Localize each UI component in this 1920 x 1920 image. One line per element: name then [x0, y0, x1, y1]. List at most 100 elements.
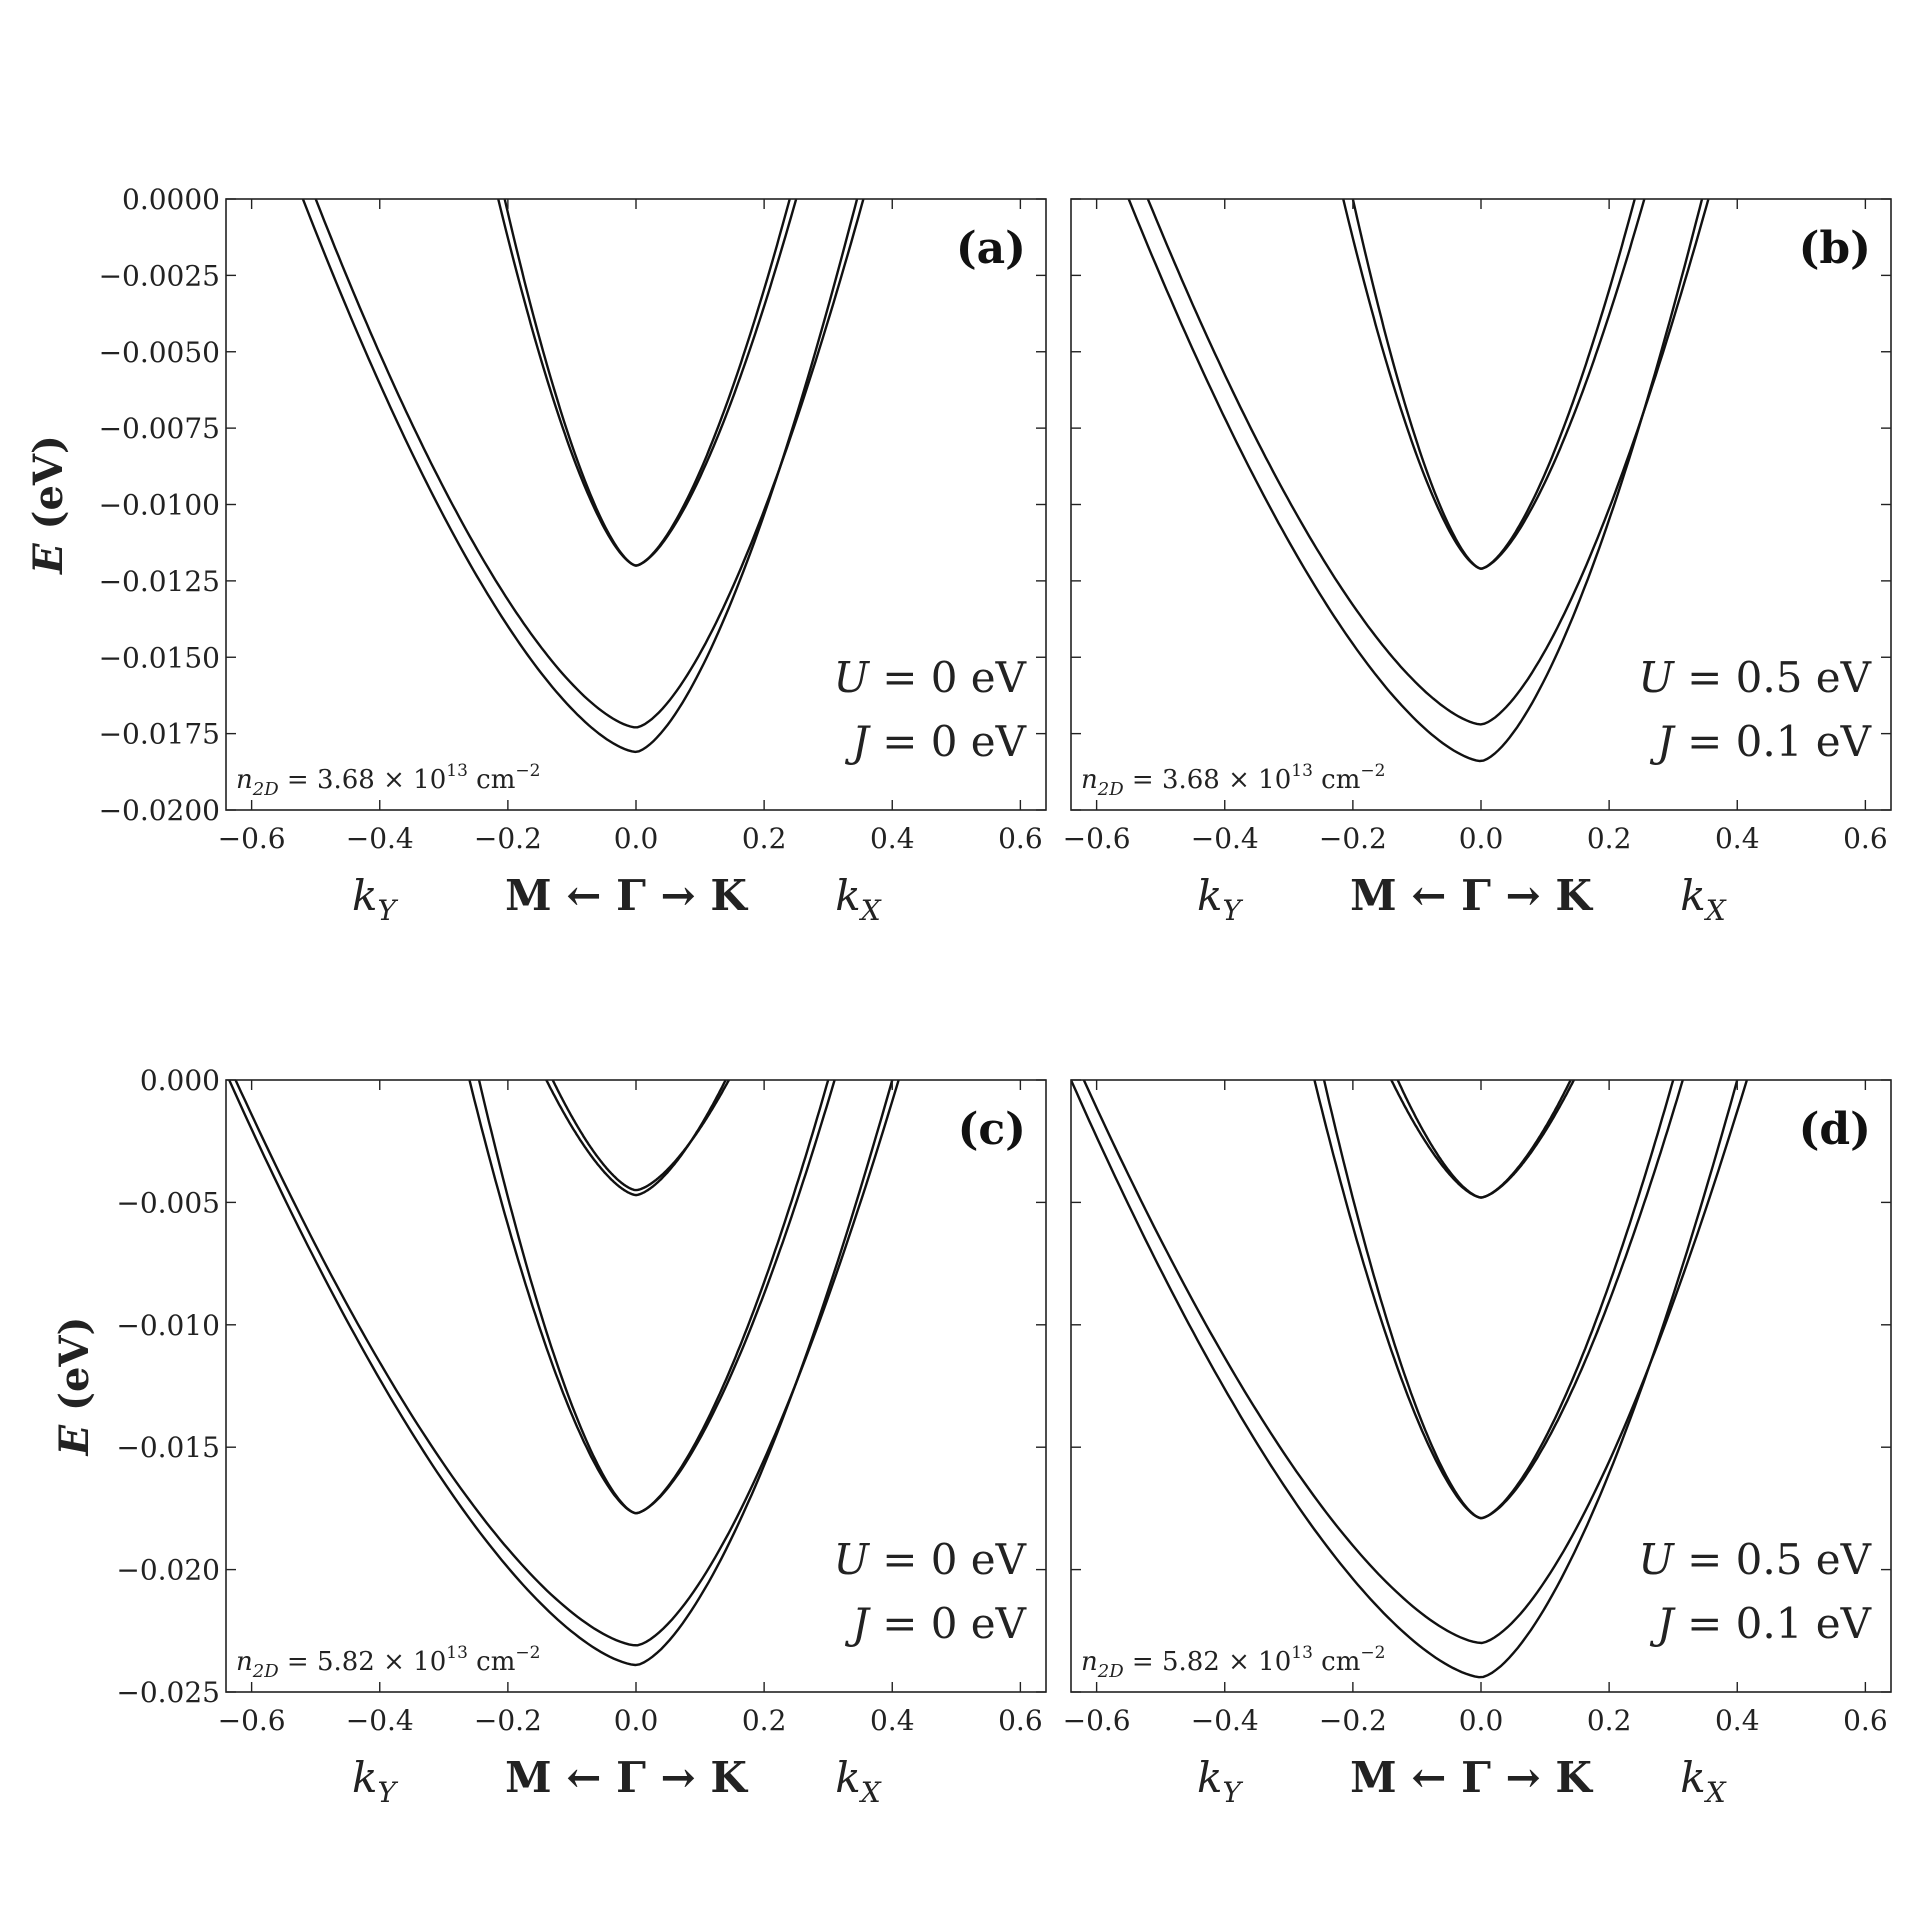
- xtick-label-b-0: −0.6: [1063, 822, 1131, 855]
- xtick-label-a-5: 0.4: [870, 822, 915, 855]
- xtick-label-d-5: 0.4: [1715, 1704, 1760, 1737]
- bands-a: [301, 199, 865, 754]
- xtick-label-b-6: 0.6: [1843, 822, 1888, 855]
- xtick-label-b-4: 0.2: [1587, 822, 1632, 855]
- band-line-c-5: [551, 1080, 731, 1192]
- x-axis-label-center-b: M ← Γ → K: [1350, 871, 1593, 920]
- xtick-label-a-3: 0.0: [614, 822, 659, 855]
- panel-a: −0.6 −0.4 −0.2 0.0 0.2 0.4 0.6 0.0000 −0.0025 −0.…: [25, 183, 1047, 927]
- x-axis-label-left-c: kY: [352, 1753, 398, 1809]
- band-line-d-3: [1322, 1080, 1685, 1520]
- xtick-label-b-5: 0.4: [1715, 822, 1760, 855]
- band-line-c-2: [468, 1080, 830, 1515]
- xtick-label-d-6: 0.6: [1843, 1704, 1888, 1737]
- ytick-label-a-2: −0.0050: [99, 336, 220, 369]
- band-line-d-5: [1396, 1080, 1576, 1199]
- u-parameter-b: U = 0.5 eV: [1638, 653, 1871, 702]
- carrier-density-d: n2D = 5.82 × 1013 cm−2: [1081, 1643, 1385, 1682]
- ytick-label-a-5: −0.0125: [99, 565, 220, 598]
- ytick-label-c-0: 0.000: [140, 1064, 220, 1097]
- x-axis-label-left-b: kY: [1197, 871, 1243, 927]
- u-parameter-a: U = 0 eV: [833, 653, 1026, 702]
- panel-label-c: (c): [958, 1104, 1026, 1155]
- band-line-b-2: [1341, 199, 1636, 570]
- xtick-label-c-2: −0.2: [474, 1704, 542, 1737]
- xtick-label-b-3: 0.0: [1459, 822, 1504, 855]
- ytick-label-c-3: −0.015: [116, 1431, 220, 1464]
- xtick-label-b-1: −0.4: [1191, 822, 1259, 855]
- xtick-label-d-4: 0.2: [1587, 1704, 1632, 1737]
- panel-b: −0.6 −0.4 −0.2 0.0 0.2 0.4 0.6 kY M ← Γ → K kX (b)…: [1063, 198, 1892, 927]
- xtick-label-a-0: −0.6: [218, 822, 286, 855]
- band-line-c-1: [234, 1080, 900, 1647]
- ytick-label-a-3: −0.0075: [99, 412, 220, 445]
- band-line-b-3: [1351, 199, 1646, 570]
- y-axis-label-c: E (eV): [51, 1317, 98, 1457]
- x-axis-label-right-c: kX: [835, 1753, 881, 1809]
- x-axis-label-left-a: kY: [352, 871, 398, 927]
- x-axis-label-left-d: kY: [1197, 1753, 1243, 1809]
- ytick-label-a-0: 0.0000: [122, 183, 220, 216]
- band-line-b-1: [1146, 199, 1710, 726]
- x-axis-label-center-c: M ← Γ → K: [505, 1753, 748, 1802]
- ytick-label-c-1: −0.005: [116, 1186, 220, 1219]
- carrier-density-c: n2D = 5.82 × 1013 cm−2: [236, 1643, 540, 1682]
- carrier-density-a: n2D = 3.68 × 1013 cm−2: [236, 761, 540, 800]
- x-axis-label-right-b: kX: [1680, 871, 1726, 927]
- band-line-d-2: [1313, 1080, 1675, 1520]
- band-line-c-0: [227, 1080, 894, 1667]
- bands-c: [227, 1080, 900, 1667]
- x-axis-label-right-d: kX: [1680, 1753, 1726, 1809]
- band-line-a-1: [314, 199, 865, 729]
- panel-label-d: (d): [1799, 1104, 1871, 1155]
- x-axis-label-center-d: M ← Γ → K: [1350, 1753, 1593, 1802]
- xtick-label-d-2: −0.2: [1319, 1704, 1387, 1737]
- panel-d: −0.6 −0.4 −0.2 0.0 0.2 0.4 0.6 kY M ← Γ → K kX (d)…: [1063, 1079, 1892, 1809]
- panel-label-a: (a): [956, 223, 1026, 274]
- j-parameter-c: J = 0 eV: [844, 1599, 1027, 1648]
- xtick-label-c-0: −0.6: [218, 1704, 286, 1737]
- ytick-label-c-4: −0.020: [116, 1554, 220, 1587]
- panel-c: −0.6 −0.4 −0.2 0.0 0.2 0.4 0.6 0.000 −0.005 −0.01…: [51, 1064, 1047, 1809]
- ytick-label-a-7: −0.0175: [99, 718, 220, 751]
- band-line-c-4: [544, 1080, 728, 1197]
- xtick-label-a-2: −0.2: [474, 822, 542, 855]
- band-line-d-4: [1389, 1080, 1573, 1199]
- ytick-label-a-1: −0.0025: [99, 259, 220, 292]
- xtick-label-c-1: −0.4: [346, 1704, 414, 1737]
- ytick-label-a-8: −0.0200: [99, 794, 220, 827]
- band-line-a-2: [496, 199, 791, 567]
- xtick-label-a-4: 0.2: [742, 822, 787, 855]
- ytick-label-c-2: −0.010: [116, 1309, 220, 1342]
- ytick-label-a-4: −0.0100: [99, 489, 220, 522]
- ytick-label-c-5: −0.025: [116, 1676, 220, 1709]
- y-axis-label-a: E (eV): [25, 435, 72, 575]
- xtick-label-c-4: 0.2: [742, 1704, 787, 1737]
- xtick-label-d-1: −0.4: [1191, 1704, 1259, 1737]
- j-parameter-b: J = 0.1 eV: [1649, 717, 1872, 766]
- panel-label-b: (b): [1799, 223, 1871, 274]
- bands-d: [1071, 1080, 1749, 1679]
- xtick-label-c-5: 0.4: [870, 1704, 915, 1737]
- xtick-label-d-3: 0.0: [1459, 1704, 1504, 1737]
- carrier-density-b: n2D = 3.68 × 1013 cm−2: [1081, 761, 1385, 800]
- xtick-label-b-2: −0.2: [1319, 822, 1387, 855]
- x-axis-label-right-a: kX: [835, 871, 881, 927]
- j-parameter-a: J = 0 eV: [844, 717, 1027, 766]
- band-line-b-0: [1127, 199, 1704, 763]
- xtick-label-c-3: 0.0: [614, 1704, 659, 1737]
- band-line-d-1: [1082, 1080, 1749, 1645]
- x-axis-label-center-a: M ← Γ → K: [505, 871, 748, 920]
- j-parameter-d: J = 0.1 eV: [1649, 1599, 1872, 1648]
- ytick-label-a-6: −0.0150: [99, 641, 220, 674]
- band-line-c-3: [477, 1080, 836, 1515]
- u-parameter-d: U = 0.5 eV: [1638, 1535, 1871, 1584]
- bands-b: [1127, 199, 1710, 763]
- u-parameter-c: U = 0 eV: [833, 1535, 1026, 1584]
- xtick-label-a-6: 0.6: [998, 822, 1043, 855]
- xtick-label-a-1: −0.4: [346, 822, 414, 855]
- band-line-a-3: [503, 199, 798, 567]
- xtick-label-d-0: −0.6: [1063, 1704, 1131, 1737]
- band-line-d-0: [1071, 1080, 1739, 1679]
